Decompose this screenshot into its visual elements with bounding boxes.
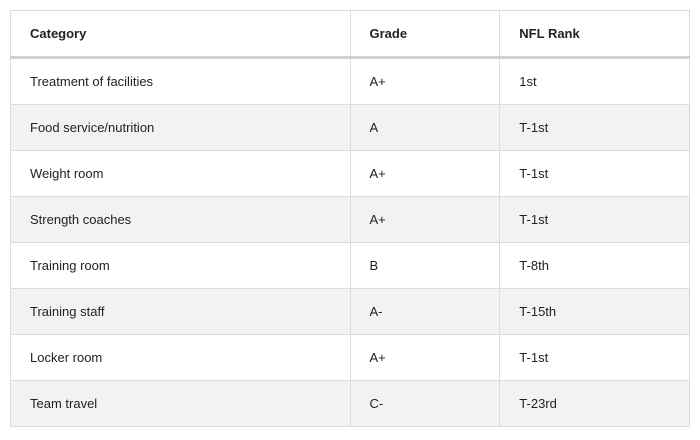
table-row: Training staff A- T-15th [10, 288, 690, 335]
table-row: Treatment of facilities A+ 1st [10, 57, 690, 105]
table-cell: 1st [499, 57, 690, 105]
table-cell: T-1st [499, 104, 690, 151]
table-cell: A [349, 104, 501, 151]
table-cell: T-1st [499, 196, 690, 243]
table-row: Weight room A+ T-1st [10, 150, 690, 197]
header-cell: NFL Rank [499, 10, 690, 59]
table-header: Category Grade NFL Rank [10, 10, 690, 59]
table-body: Treatment of facilities A+ 1st Food service… [10, 57, 690, 427]
table-row: Locker room A+ T-1st [10, 334, 690, 381]
table-cell: Weight room [10, 150, 351, 197]
table-cell: A+ [349, 196, 501, 243]
table-cell: Training room [10, 242, 351, 289]
header-cell: Grade [349, 10, 501, 59]
table-cell: A+ [349, 150, 501, 197]
table-cell: Training staff [10, 288, 351, 335]
table-cell: T-1st [499, 150, 690, 197]
table-cell: A+ [349, 334, 501, 381]
table-cell: A+ [349, 57, 501, 105]
table-cell: Locker room [10, 334, 351, 381]
header-row: Category Grade NFL Rank [10, 10, 690, 59]
table-row: Food service/nutrition A T-1st [10, 104, 690, 151]
table-row: Strength coaches A+ T-1st [10, 196, 690, 243]
table-cell: T-23rd [499, 380, 690, 427]
grades-table: Category Grade NFL Rank Treatment of facil… [10, 10, 690, 427]
table-cell: B [349, 242, 501, 289]
table-cell: Team travel [10, 380, 351, 427]
table-cell: T-8th [499, 242, 690, 289]
table-cell: A- [349, 288, 501, 335]
table-cell: Strength coaches [10, 196, 351, 243]
table-cell: T-1st [499, 334, 690, 381]
table-cell: Food service/nutrition [10, 104, 351, 151]
table-cell: C- [349, 380, 501, 427]
table-row: Team travel C- T-23rd [10, 380, 690, 427]
header-cell: Category [10, 10, 351, 59]
table-cell: Treatment of facilities [10, 57, 351, 105]
table-row: Training room B T-8th [10, 242, 690, 289]
table-cell: T-15th [499, 288, 690, 335]
